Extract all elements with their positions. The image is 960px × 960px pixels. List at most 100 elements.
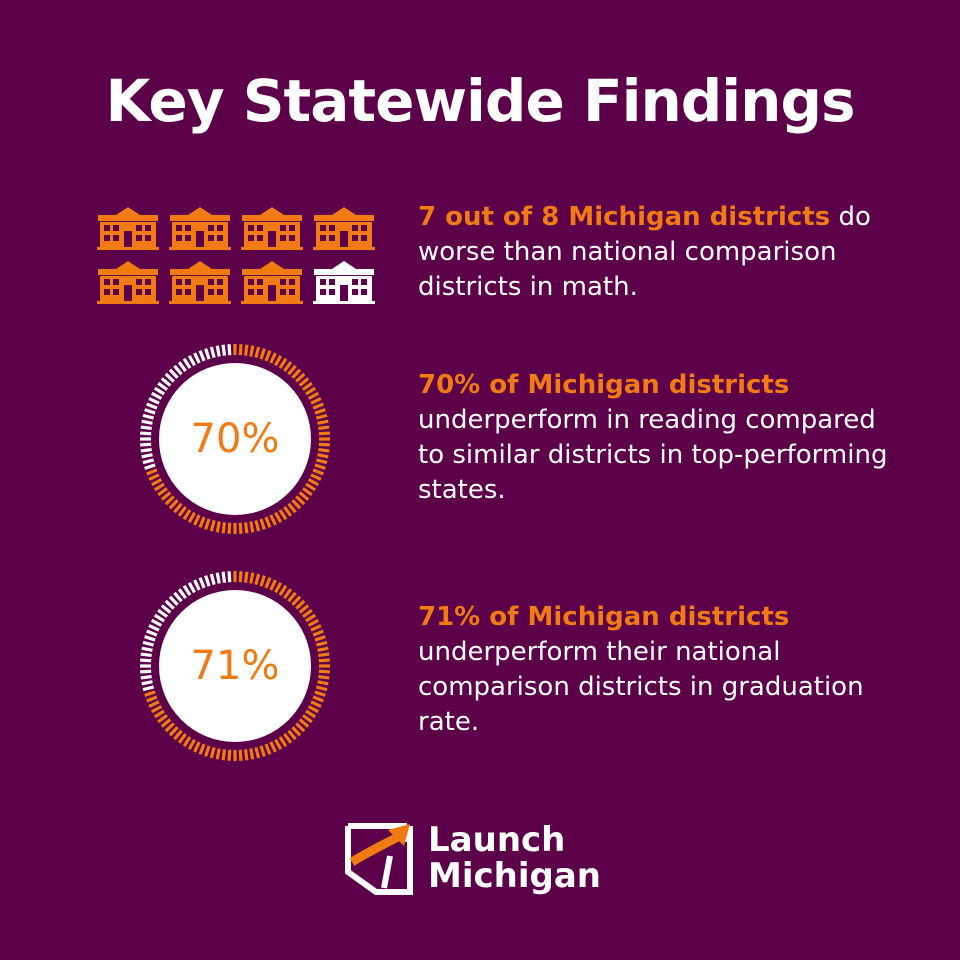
ring-tick-filled <box>193 741 201 753</box>
ring-tick-filled <box>153 482 165 492</box>
ring-tick-filled <box>287 591 297 603</box>
finding-graduation: 71% of Michigan districts underperform t… <box>418 600 898 740</box>
ring-tick-filled <box>291 595 302 606</box>
ring-tick-filled <box>269 579 277 591</box>
ring-tick-filled <box>264 350 272 362</box>
ring-tick-empty <box>182 584 192 596</box>
ring-tick-empty <box>146 402 158 410</box>
ring-tick-filled <box>249 572 255 584</box>
ring-tick-filled <box>193 514 201 526</box>
ring-tick-filled <box>307 478 320 487</box>
ring-tick-filled <box>204 518 211 530</box>
ring-tick-filled <box>259 518 266 530</box>
ring-tick-filled <box>243 522 249 534</box>
ring-tick-filled <box>182 509 192 521</box>
ring-tick-empty <box>215 345 221 357</box>
ring-tick-filled <box>243 749 249 761</box>
ring-tick-filled <box>318 431 330 436</box>
ring-tick-filled <box>312 695 324 703</box>
ring-tick-filled <box>312 468 324 476</box>
ring-tick-filled <box>259 348 266 360</box>
ring-tick-empty <box>193 352 201 364</box>
ring-tick-filled <box>307 705 320 714</box>
ring-tick-empty <box>153 386 165 396</box>
ring-tick-empty <box>148 624 160 632</box>
ring-tick-filled <box>177 733 187 744</box>
percent-ring-reading: 70% <box>139 343 331 535</box>
ring-tick-empty <box>227 344 232 356</box>
ring-tick-filled <box>160 718 172 728</box>
ring-tick-empty <box>157 381 168 391</box>
ring-tick-filled <box>310 397 322 405</box>
ring-tick-empty <box>204 575 211 587</box>
ring-tick-empty <box>142 413 155 420</box>
ring-tick-filled <box>310 624 322 632</box>
ring-tick-filled <box>317 646 329 652</box>
ring-tick-empty <box>140 674 152 680</box>
ring-tick-filled <box>278 736 288 748</box>
ring-tick-empty <box>144 408 156 415</box>
ring-tick-empty <box>182 357 192 369</box>
ring-tick-empty <box>153 613 165 623</box>
ring-tick-empty <box>141 680 153 686</box>
finding-highlight: 7 out of 8 Michigan districts <box>418 202 831 232</box>
ring-tick-filled <box>254 746 261 759</box>
ring-tick-filled <box>209 519 216 532</box>
ring-inner-disc <box>159 363 311 515</box>
ring-tick-empty <box>140 669 152 674</box>
ring-tick-filled <box>238 749 243 761</box>
ring-tick-empty <box>204 348 211 360</box>
ring-tick-filled <box>307 391 320 400</box>
ring-tick-empty <box>141 419 153 425</box>
ring-tick-filled <box>305 482 317 492</box>
ring-tick-filled <box>317 453 329 459</box>
ring-tick-filled <box>238 522 243 534</box>
ring-tick-empty <box>140 431 152 436</box>
percent-ring-graduation: 71% <box>139 570 331 762</box>
ring-tick-filled <box>177 506 187 517</box>
ring-tick-empty <box>168 595 179 606</box>
ring-tick-filled <box>302 381 313 391</box>
ring-tick-empty <box>142 458 155 465</box>
ring-tick-filled <box>164 722 175 733</box>
ring-tick-empty <box>198 577 206 589</box>
ring-tick-filled <box>305 613 317 623</box>
ring-tick-filled <box>243 571 249 583</box>
ring-tick-filled <box>312 402 324 410</box>
ring-tick-filled <box>278 357 288 369</box>
school-building-icon <box>169 261 231 304</box>
ring-tick-filled <box>274 511 283 524</box>
ring-tick-filled <box>227 749 232 761</box>
ring-tick-empty <box>140 442 152 447</box>
ring-tick-empty <box>146 629 158 637</box>
ring-tick-empty <box>209 573 216 586</box>
ring-tick-filled <box>269 514 277 526</box>
ring-tick-filled <box>157 487 168 497</box>
ring-tick-empty <box>142 640 155 647</box>
ring-tick-filled <box>274 738 283 751</box>
ring-tick-empty <box>227 571 232 583</box>
ring-tick-filled <box>283 588 293 599</box>
ring-tick-filled <box>310 473 322 481</box>
logo-line-1: Launch <box>428 820 566 860</box>
ring-tick-filled <box>298 604 310 614</box>
ring-tick-empty <box>150 618 163 627</box>
ring-tick-filled <box>173 502 183 514</box>
school-building-icon <box>241 207 303 250</box>
ring-tick-filled <box>315 413 328 420</box>
ring-tick-filled <box>278 584 288 596</box>
ring-tick-filled <box>315 458 328 465</box>
ring-tick-filled <box>274 581 283 594</box>
finding-highlight: 71% of Michigan districts <box>418 602 790 632</box>
ring-tick-empty <box>141 646 153 652</box>
ring-tick-filled <box>302 608 313 618</box>
ring-tick-filled <box>287 729 297 741</box>
ring-tick-empty <box>157 608 168 618</box>
ring-tick-filled <box>221 749 227 761</box>
finding-highlight: 70% of Michigan districts <box>418 370 790 400</box>
ring-tick-filled <box>146 695 158 703</box>
ring-tick-filled <box>150 478 163 487</box>
ring-tick-filled <box>318 669 330 674</box>
ring-tick-filled <box>227 522 232 534</box>
ring-tick-filled <box>264 577 272 589</box>
